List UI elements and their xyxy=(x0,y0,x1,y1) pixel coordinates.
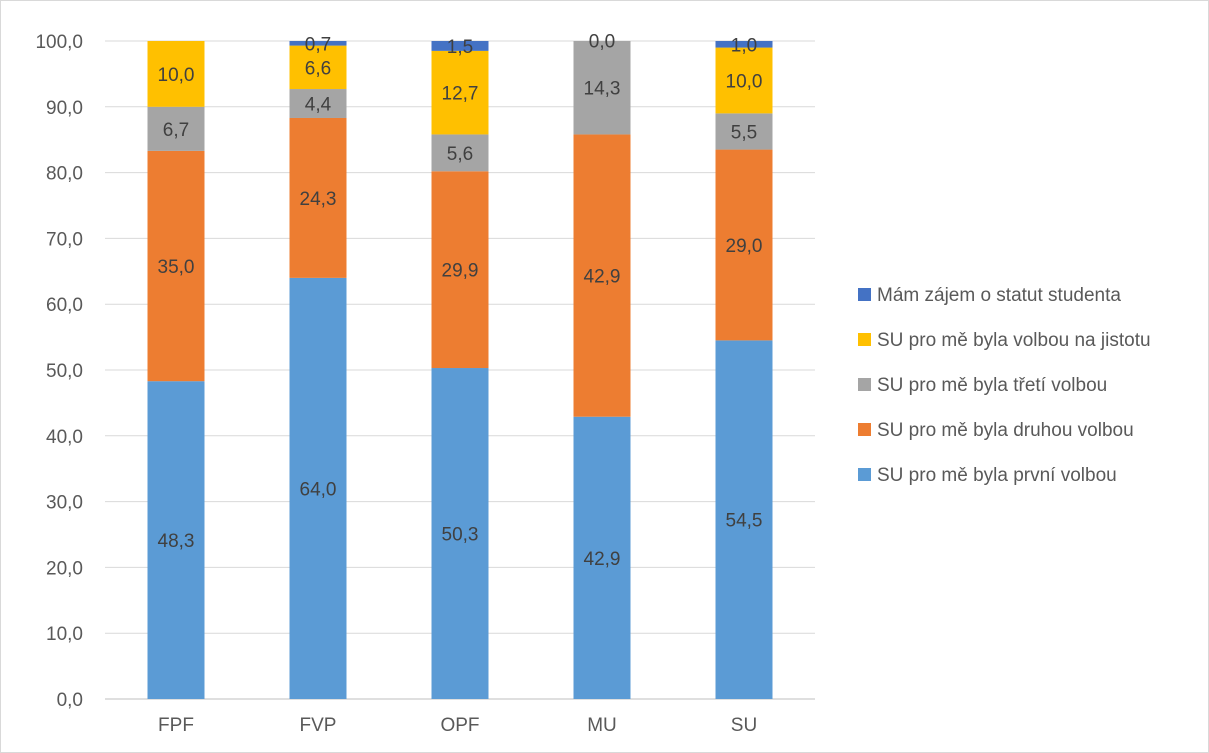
bar-segment xyxy=(289,45,347,90)
data-label: 0,7 xyxy=(305,34,331,55)
data-label: 10,0 xyxy=(726,71,763,92)
legend-swatch xyxy=(858,288,871,301)
data-label: 12,7 xyxy=(442,84,479,105)
y-tick-label: 20,0 xyxy=(46,558,83,579)
y-tick-label: 0,0 xyxy=(57,690,83,711)
bar-segment xyxy=(573,416,631,699)
legend-swatch xyxy=(858,468,871,481)
data-label: 29,0 xyxy=(726,236,763,257)
legend-label: SU pro mě byla první volbou xyxy=(877,465,1117,486)
y-tick-label: 10,0 xyxy=(46,624,83,645)
data-label: 35,0 xyxy=(158,257,195,278)
bar-segment xyxy=(715,340,773,699)
x-tick-label: FVP xyxy=(300,715,337,736)
bar-segment xyxy=(289,117,347,278)
legend-label: Mám zájem o statut studenta xyxy=(877,285,1121,306)
data-label: 50,3 xyxy=(442,525,479,546)
bars xyxy=(147,41,773,699)
bar-segment xyxy=(431,50,489,135)
bar-segment xyxy=(715,113,773,150)
bar-segment xyxy=(147,41,205,107)
bar-segment xyxy=(147,381,205,699)
legend-swatch xyxy=(858,378,871,391)
y-tick-label: 100,0 xyxy=(35,32,83,53)
data-label: 14,3 xyxy=(584,79,621,100)
bar-segment xyxy=(147,150,205,382)
data-label: 54,5 xyxy=(726,511,763,532)
data-label: 10,0 xyxy=(158,65,195,86)
y-tick-label: 40,0 xyxy=(46,427,83,448)
data-label: 29,9 xyxy=(442,261,479,282)
y-tick-label: 50,0 xyxy=(46,361,83,382)
bar-segment xyxy=(715,47,773,114)
x-tick-label: SU xyxy=(731,715,757,736)
bar-segment xyxy=(573,41,631,135)
y-tick-label: 30,0 xyxy=(46,493,83,514)
legend-label: SU pro mě byla třetí volbou xyxy=(877,375,1107,396)
data-label: 64,0 xyxy=(300,479,337,500)
data-labels: 48,3 35,0 6,7 10,0 64,0 24,3 4,4 6,6 0,7 50,3 29,9… xyxy=(158,32,763,570)
bar-segment xyxy=(289,277,347,699)
x-tick-label: MU xyxy=(587,715,617,736)
bar-segment xyxy=(573,134,631,417)
data-label: 1,5 xyxy=(447,37,473,58)
data-label: 0,0 xyxy=(589,32,615,53)
data-label: 6,6 xyxy=(305,58,331,79)
bar-segment xyxy=(431,134,489,172)
bar-segment xyxy=(715,149,773,341)
data-label: 48,3 xyxy=(158,531,195,552)
data-label: 5,5 xyxy=(731,122,757,143)
y-tick-label: 70,0 xyxy=(46,229,83,250)
y-tick-label: 60,0 xyxy=(46,295,83,316)
legend-label: SU pro mě byla druhou volbou xyxy=(877,420,1134,441)
data-label: 6,7 xyxy=(163,120,189,141)
axes: 0,0 10,0 20,0 30,0 40,0 50,0 60,0 70,0 80,0 90,0 1… xyxy=(35,32,757,736)
bar-segment xyxy=(431,41,489,51)
data-label: 1,0 xyxy=(731,35,757,56)
data-label: 5,6 xyxy=(447,144,473,165)
legend-label: SU pro mě byla volbou na jistotu xyxy=(877,330,1151,351)
bar-segment xyxy=(431,171,489,369)
data-label: 42,9 xyxy=(584,267,621,288)
bar-segment xyxy=(289,89,347,118)
x-tick-label: OPF xyxy=(440,715,479,736)
data-label: 42,9 xyxy=(584,549,621,570)
bar-segment xyxy=(147,106,205,151)
data-label: 24,3 xyxy=(300,189,337,210)
x-tick-label: FPF xyxy=(158,715,194,736)
y-tick-label: 80,0 xyxy=(46,164,83,185)
y-tick-label: 90,0 xyxy=(46,98,83,119)
legend-swatch xyxy=(858,333,871,346)
bar-segment xyxy=(289,41,347,46)
data-label: 4,4 xyxy=(305,95,332,116)
legend-swatch xyxy=(858,423,871,436)
legend: Mám zájem o statut studenta SU pro mě byl… xyxy=(858,285,1151,486)
bar-segment xyxy=(715,41,773,48)
bar-segment xyxy=(431,368,489,699)
